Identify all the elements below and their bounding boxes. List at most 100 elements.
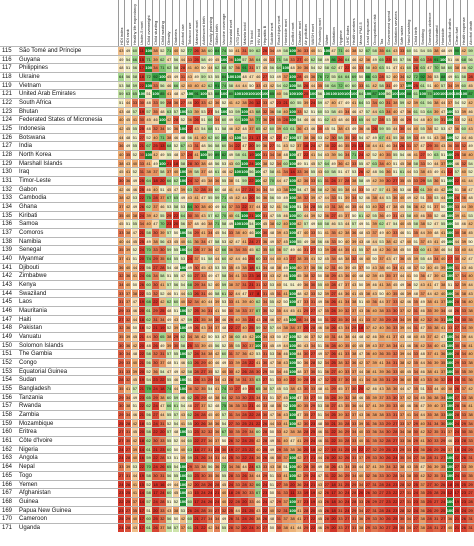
value-cell: 41 (275, 168, 282, 177)
value-cell: 56 (207, 142, 214, 151)
value-cell: 58 (275, 107, 282, 116)
value-cell: 60 (378, 99, 385, 108)
value-cell: 30 (398, 523, 406, 532)
value-cell: 48 (289, 64, 296, 73)
value-cell: 41 (385, 133, 392, 142)
country-name: Bhutan (19, 108, 39, 115)
table-row: 154 Sudan 28 32 45 19 54 23 22 55 46 100 51 24 33 29 34 4… (0, 375, 474, 385)
value-cell: 16 (302, 142, 310, 151)
value-cell: 56 (405, 55, 413, 64)
value-cell: 100 (330, 90, 338, 99)
column-header: Alcohol death (467, 20, 473, 45)
value-cell: 60 (446, 64, 454, 73)
column-divider (172, 0, 174, 46)
value-cell: 43 (282, 142, 289, 151)
table-row: 152 Congo 29 33 40 21 56 30 37 48 51 46 63 26 29 40 46 49… (0, 358, 474, 368)
table-row: 140 Myanmar 37 41 51 20 74 29 35 64 55 53 24 37 51 58 44… (0, 254, 474, 264)
value-cell: 52 (385, 73, 392, 81)
value-cell: 45 (145, 116, 152, 125)
value-cell: 39 (433, 107, 440, 116)
value-cell: 45 (467, 81, 474, 90)
value-cell: 61 (241, 151, 248, 160)
value-cell: 53 (433, 73, 440, 81)
value-cell: 56 (131, 64, 139, 73)
table-row: 127 India 36 49 55 21 67 25 13 68 52 67 43 31 48 56 58 60… (0, 141, 474, 151)
value-cell: 35 (275, 116, 282, 125)
table-row: 158 Zambia 29 34 46 21 56 27 44 55 57 43 62 24 28 45 40 5… (0, 410, 474, 420)
column-divider (405, 0, 407, 46)
value-cell: 100 (248, 90, 255, 99)
value-cell: 45 (165, 73, 173, 81)
value-cell: 100 (289, 116, 296, 125)
value-cell: 34 (275, 159, 282, 168)
column-divider (295, 0, 297, 46)
value-cell: 100 (220, 107, 228, 116)
value-cell: 33 (412, 133, 419, 142)
value-cell: 50 (227, 47, 235, 55)
country-name: Guyana (19, 56, 41, 63)
table-row: 132 Gabon 42 46 46 25 46 40 51 45 47 39 63 32 28 35 60 48… (0, 184, 474, 194)
value-cell: 100 (446, 133, 454, 142)
value-cell: 64 (337, 73, 344, 81)
column-divider (316, 0, 318, 46)
value-cell: 53 (268, 73, 276, 81)
country-name: Federated States of Micronesia (19, 117, 103, 124)
column-divider (268, 0, 270, 46)
value-cell: 43 (433, 133, 440, 142)
value-cell: 54 (213, 107, 221, 116)
value-cell: 51 (426, 81, 433, 90)
value-cell: 38 (460, 151, 467, 160)
value-cell: 100 (179, 125, 187, 134)
value-cell: 29 (302, 523, 310, 532)
value-cell: 27 (412, 523, 419, 532)
value-cell: 26 (193, 47, 200, 55)
rank-cell: 122 (2, 100, 13, 107)
value-cell: 38 (405, 159, 413, 168)
value-cell: 37 (412, 142, 419, 151)
value-cell: 46 (453, 159, 461, 168)
value-cell: 49 (275, 73, 282, 81)
value-cell: 54 (296, 116, 303, 125)
table-row: 171 Uganda 24 28 43 17 61 26 37 58 57 37 61 21 22 42 34 5… (0, 522, 474, 532)
value-cell: 48 (419, 116, 426, 125)
value-cell: 46 (227, 125, 235, 134)
value-cell: 63 (419, 55, 426, 64)
column-divider (131, 0, 133, 46)
value-cell: 41 (289, 523, 296, 532)
value-cell: 34 (398, 73, 406, 81)
table-row: 169 Papua New Guinea 23 27 35 17 51 20 33 43 38 53 2… (0, 505, 474, 515)
value-cell: 71 (159, 64, 166, 73)
value-cell: 33 (138, 159, 145, 168)
value-cell: 61 (453, 73, 461, 81)
value-cell: 52 (159, 47, 166, 55)
value-cell: 55 (357, 159, 365, 168)
column-divider (446, 0, 448, 46)
value-cell: 38 (392, 99, 399, 108)
value-cell: 100 (261, 90, 269, 99)
table-row: 141 Djibouti 36 40 44 23 56 27 28 54 48 100 49 30 45 43… (0, 262, 474, 272)
value-cell: 38 (145, 168, 152, 177)
value-cell: 74 (220, 81, 228, 90)
rank-cell: 129 (2, 160, 13, 167)
value-cell: 49 (275, 47, 282, 55)
value-cell: 40 (433, 81, 440, 90)
value-cell: 100 (289, 107, 296, 116)
table-row: 119 Vietnam 53 58 59 22 100 33 56 46 66 42 40 40 42 62 9… (0, 80, 474, 90)
value-cell: 31 (138, 168, 145, 177)
value-cell: 41 (309, 151, 317, 160)
value-cell: 54 (309, 64, 317, 73)
value-cell: 58 (193, 168, 200, 177)
value-cell: 34 (371, 99, 378, 108)
value-cell: 55 (309, 168, 317, 177)
value-cell: 42 (467, 99, 474, 108)
table-header: HDI index HDI rank Healthy life expectancy… (0, 0, 474, 46)
value-cell: 47 (248, 73, 255, 81)
value-cell: 27 (179, 99, 187, 108)
value-cell: 43 (193, 125, 200, 134)
value-cell: 27 (296, 55, 303, 64)
value-cell: 39 (302, 99, 310, 108)
column-divider (151, 0, 153, 46)
column-divider (206, 0, 208, 46)
value-cell: 35 (152, 107, 159, 116)
value-cell: 42 (165, 116, 173, 125)
